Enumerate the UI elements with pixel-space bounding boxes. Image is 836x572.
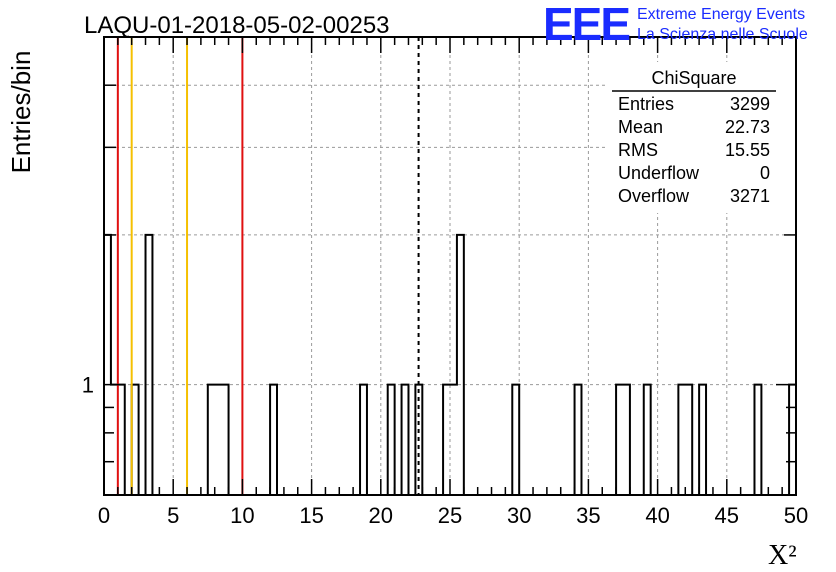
tick-labels: 0 5 10 15 20 25 30 35 40 45 50 1 xyxy=(82,373,808,528)
stats-value: 22.73 xyxy=(725,117,770,137)
x-tick-label: 5 xyxy=(167,503,179,528)
x-tick-label: 45 xyxy=(715,503,739,528)
x-tick-label: 0 xyxy=(98,503,110,528)
logo-line1: Extreme Energy Events xyxy=(637,6,805,23)
y-axis-label: Entries/bin xyxy=(6,51,36,174)
stats-title: ChiSquare xyxy=(651,68,736,88)
y-tick-label: 1 xyxy=(82,373,94,398)
stats-label: Mean xyxy=(618,117,663,137)
x-tick-label: 20 xyxy=(369,503,393,528)
stats-box: ChiSquare Entries 3299 Mean 22.73 RMS 15.55 Un… xyxy=(608,62,795,213)
stats-label: Overflow xyxy=(618,186,690,206)
x-tick-label: 10 xyxy=(230,503,254,528)
stats-label: RMS xyxy=(618,140,658,160)
x-tick-label: 15 xyxy=(299,503,323,528)
x-tick-label: 35 xyxy=(576,503,600,528)
stats-label: Entries xyxy=(618,94,674,114)
stats-label: Underflow xyxy=(618,163,700,183)
reference-lines xyxy=(116,37,420,495)
logo-line2: La Scienza nelle Scuole xyxy=(637,26,808,43)
x-axis-label: X² xyxy=(768,540,797,571)
x-tick-label: 25 xyxy=(438,503,462,528)
stats-value: 15.55 xyxy=(725,140,770,160)
x-tick-label: 50 xyxy=(784,503,808,528)
x-tick-label: 40 xyxy=(645,503,669,528)
logo-letters: EEE xyxy=(543,0,629,50)
stats-value: 3271 xyxy=(730,186,770,206)
stats-value: 3299 xyxy=(730,94,770,114)
stats-value: 0 xyxy=(760,163,770,183)
chart-title: LAQU-01-2018-05-02-00253 xyxy=(84,12,390,39)
eee-logo: EEE Extreme Energy Events La Scienza nel… xyxy=(543,0,808,50)
x-tick-label: 30 xyxy=(507,503,531,528)
